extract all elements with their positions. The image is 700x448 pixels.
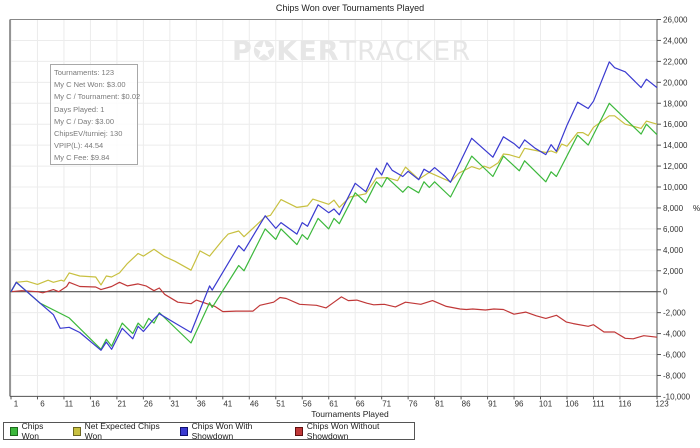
x-tick-label: 46 — [250, 399, 259, 408]
y-tick-label: 6,000 — [663, 225, 684, 234]
y-tick-label: 12,000 — [663, 162, 688, 171]
x-axis-label: Tournaments Played — [311, 409, 389, 419]
pokertracker-watermark: P✪KERTRACKER — [232, 36, 471, 67]
series-line-chips-won-with-showdown — [10, 61, 658, 351]
legend-swatch — [10, 426, 18, 436]
x-tick-label: 71 — [382, 399, 391, 408]
x-tick-label: 41 — [223, 399, 232, 408]
series-line-net-expected-chips-won — [10, 115, 658, 292]
chart-legend: Chips Won Net Expected Chips Won Chips W… — [3, 421, 415, 441]
y-tick-label: 8,000 — [663, 204, 684, 213]
x-tick-label: 61 — [329, 399, 338, 408]
legend-item-chips-won[interactable]: Chips Won — [10, 421, 55, 441]
y-tick-label: 22,000 — [663, 57, 688, 66]
info-fee: My C Fee: $9.84 — [54, 153, 110, 163]
y-tick-label: 20,000 — [663, 78, 688, 87]
legend-label: Chips Won With Showdown — [191, 421, 253, 441]
y-tick-label: 14,000 — [663, 141, 688, 150]
x-tick-label: 81 — [435, 399, 444, 408]
x-tick-label: 51 — [276, 399, 285, 408]
y-tick-label: 10,000 — [663, 183, 688, 192]
legend-item-net-expected[interactable]: Net Expected Chips Won — [72, 421, 162, 441]
watermark-text: TRACKER — [339, 36, 472, 67]
info-tournaments: Tournaments: 123 — [54, 68, 115, 77]
chart-title: Chips Won over Tournaments Played — [275, 3, 425, 13]
poker-chip-icon: ✪ — [252, 36, 277, 67]
x-tick-label: 6 — [40, 399, 45, 408]
x-tick-label: 36 — [197, 399, 206, 408]
info-net-won: My C Net Won: $3.00 — [54, 80, 126, 90]
y-tick-label: -6,000 — [663, 351, 686, 360]
watermark-text: KER — [276, 36, 340, 67]
x-tick-label: 116 — [619, 399, 632, 408]
x-tick-label: 1 — [14, 399, 19, 408]
x-tick-label: 96 — [515, 399, 524, 408]
x-tick-label: 106 — [565, 399, 579, 408]
x-tick-label: 11 — [65, 399, 74, 408]
legend-label: Net Expected Chips Won — [84, 421, 160, 441]
x-tick-label: 16 — [91, 399, 100, 408]
series-line-chips-won — [10, 102, 658, 350]
x-tick-label: 26 — [144, 399, 153, 408]
y-tick-label: 26,000 — [663, 16, 688, 25]
x-tick-label: 21 — [117, 399, 126, 408]
info-per-day: My C / Day: $3.00 — [54, 116, 115, 126]
legend-swatch — [72, 426, 81, 436]
x-tick-label: 31 — [170, 399, 179, 408]
legend-label: Chips Won Without Showdown — [306, 421, 380, 441]
stats-info-box: Tournaments: 123 My C Net Won: $3.00 My … — [50, 64, 141, 165]
y-tick-label: -4,000 — [663, 330, 686, 339]
y-tick-label: 2,000 — [663, 267, 684, 276]
legend-swatch — [179, 426, 188, 436]
x-tick-label: 111 — [592, 399, 605, 408]
x-tick-label: 76 — [409, 399, 418, 408]
y-axis-label: % — [693, 204, 700, 213]
y-tick-label: 18,000 — [663, 99, 688, 108]
y-tick-label: 0 — [663, 288, 668, 297]
y-tick-label: 16,000 — [663, 120, 688, 129]
series-line-chips-won-without-showdown — [10, 281, 658, 340]
x-tick-label: 66 — [356, 399, 365, 408]
x-tick-label: 56 — [303, 399, 312, 408]
info-vpip: VPIP(L): 44.54 — [54, 141, 104, 151]
y-tick-label: -2,000 — [663, 309, 686, 318]
y-tick-label: 24,000 — [663, 36, 688, 45]
y-tick-label: -10,000 — [663, 392, 691, 401]
x-tick-label: 86 — [462, 399, 471, 408]
legend-item-without-showdown[interactable]: Chips Won Without Showdown — [295, 421, 402, 441]
legend-swatch — [295, 426, 303, 436]
x-tick-label: 123 — [655, 399, 669, 408]
y-tick-label: 4,000 — [663, 246, 684, 255]
y-tick-label: -8,000 — [663, 371, 686, 380]
legend-label: Chips Won — [21, 421, 44, 441]
x-tick-label: 91 — [488, 399, 497, 408]
info-days-played: Days Played: 1 — [54, 104, 105, 114]
info-per-tournament: My C / Tournament: $0.02 — [54, 92, 141, 102]
legend-item-with-showdown[interactable]: Chips Won With Showdown — [179, 421, 277, 441]
x-tick-label: 101 — [539, 399, 553, 408]
info-chipsev: ChipsEV/turniej: 130 — [54, 128, 123, 138]
watermark-text: P — [232, 36, 253, 67]
